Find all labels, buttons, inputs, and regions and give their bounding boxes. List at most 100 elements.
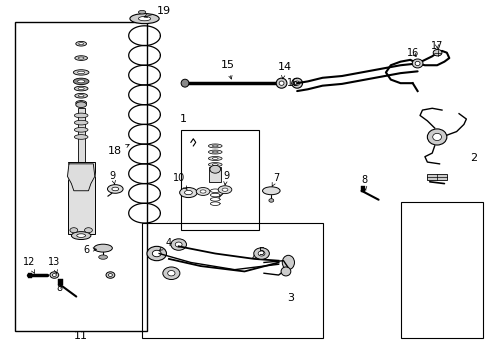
Ellipse shape [279,81,284,85]
Ellipse shape [79,102,83,104]
Ellipse shape [212,145,218,147]
Ellipse shape [209,165,220,173]
Ellipse shape [427,129,446,145]
Text: 17: 17 [430,41,443,50]
Bar [181,130,259,230]
Ellipse shape [74,113,88,118]
Bar [209,167,221,182]
Text: 5: 5 [252,247,264,258]
Ellipse shape [200,190,205,193]
Bar [68,162,94,234]
Ellipse shape [167,271,175,276]
Text: 18: 18 [108,144,129,156]
Text: 8: 8 [360,175,366,190]
Ellipse shape [184,190,192,195]
Text: 6: 6 [83,245,96,255]
Ellipse shape [212,164,218,166]
Ellipse shape [108,274,112,276]
Ellipse shape [411,59,422,68]
Ellipse shape [71,231,91,239]
Bar [142,223,322,338]
Ellipse shape [77,234,85,237]
Text: 12: 12 [23,257,35,273]
Ellipse shape [74,120,88,125]
Ellipse shape [196,188,209,195]
Ellipse shape [50,272,59,278]
Ellipse shape [76,102,86,108]
Ellipse shape [73,78,89,85]
Text: 1: 1 [180,114,187,124]
Ellipse shape [282,255,294,270]
Ellipse shape [432,49,441,56]
Bar [78,108,84,164]
Text: 16: 16 [406,48,418,58]
Ellipse shape [74,127,88,132]
Text: 4: 4 [159,238,172,251]
Ellipse shape [138,10,145,14]
Bar [58,279,62,285]
Ellipse shape [70,228,78,233]
Ellipse shape [94,244,112,252]
Ellipse shape [208,150,222,154]
Ellipse shape [276,78,286,88]
Text: 3: 3 [287,293,294,303]
Ellipse shape [212,158,218,159]
Bar [400,202,483,338]
Ellipse shape [218,186,231,194]
Ellipse shape [73,70,89,75]
Ellipse shape [294,81,299,85]
Ellipse shape [208,163,222,167]
Text: 2: 2 [469,153,476,163]
Polygon shape [67,164,95,191]
Text: 7: 7 [271,173,279,186]
Ellipse shape [78,71,84,74]
Bar [360,186,364,192]
Ellipse shape [130,14,159,24]
Ellipse shape [74,86,88,91]
Ellipse shape [222,188,227,191]
Ellipse shape [208,144,222,148]
Ellipse shape [107,185,123,193]
Bar [15,22,147,330]
Text: 10: 10 [172,173,186,189]
Ellipse shape [78,57,84,59]
Ellipse shape [181,79,188,87]
Text: 8: 8 [56,283,62,293]
Ellipse shape [84,228,92,233]
Ellipse shape [163,267,180,279]
Ellipse shape [152,250,161,257]
Bar [27,273,32,278]
Ellipse shape [75,93,87,98]
Ellipse shape [75,56,87,60]
Ellipse shape [262,187,280,195]
Ellipse shape [253,248,269,259]
Ellipse shape [76,100,86,105]
Ellipse shape [99,255,107,259]
Ellipse shape [79,43,83,45]
Ellipse shape [52,274,56,276]
Text: 19: 19 [144,6,171,18]
Ellipse shape [281,267,290,276]
Ellipse shape [291,78,302,88]
Ellipse shape [212,151,218,153]
Ellipse shape [112,187,119,191]
Ellipse shape [78,95,84,97]
Ellipse shape [208,157,222,161]
Ellipse shape [432,134,441,140]
Bar [427,174,446,180]
Text: 15: 15 [220,60,234,79]
Ellipse shape [106,272,115,278]
Ellipse shape [78,80,84,83]
Ellipse shape [170,239,186,250]
Ellipse shape [258,251,264,256]
Text: 9: 9 [223,171,228,185]
Text: 9: 9 [110,171,116,184]
Ellipse shape [74,135,88,139]
Ellipse shape [179,188,197,198]
Text: 14: 14 [277,62,291,79]
Ellipse shape [76,41,86,46]
Ellipse shape [268,199,273,202]
Ellipse shape [138,17,150,21]
Ellipse shape [147,246,166,261]
Ellipse shape [414,61,419,66]
